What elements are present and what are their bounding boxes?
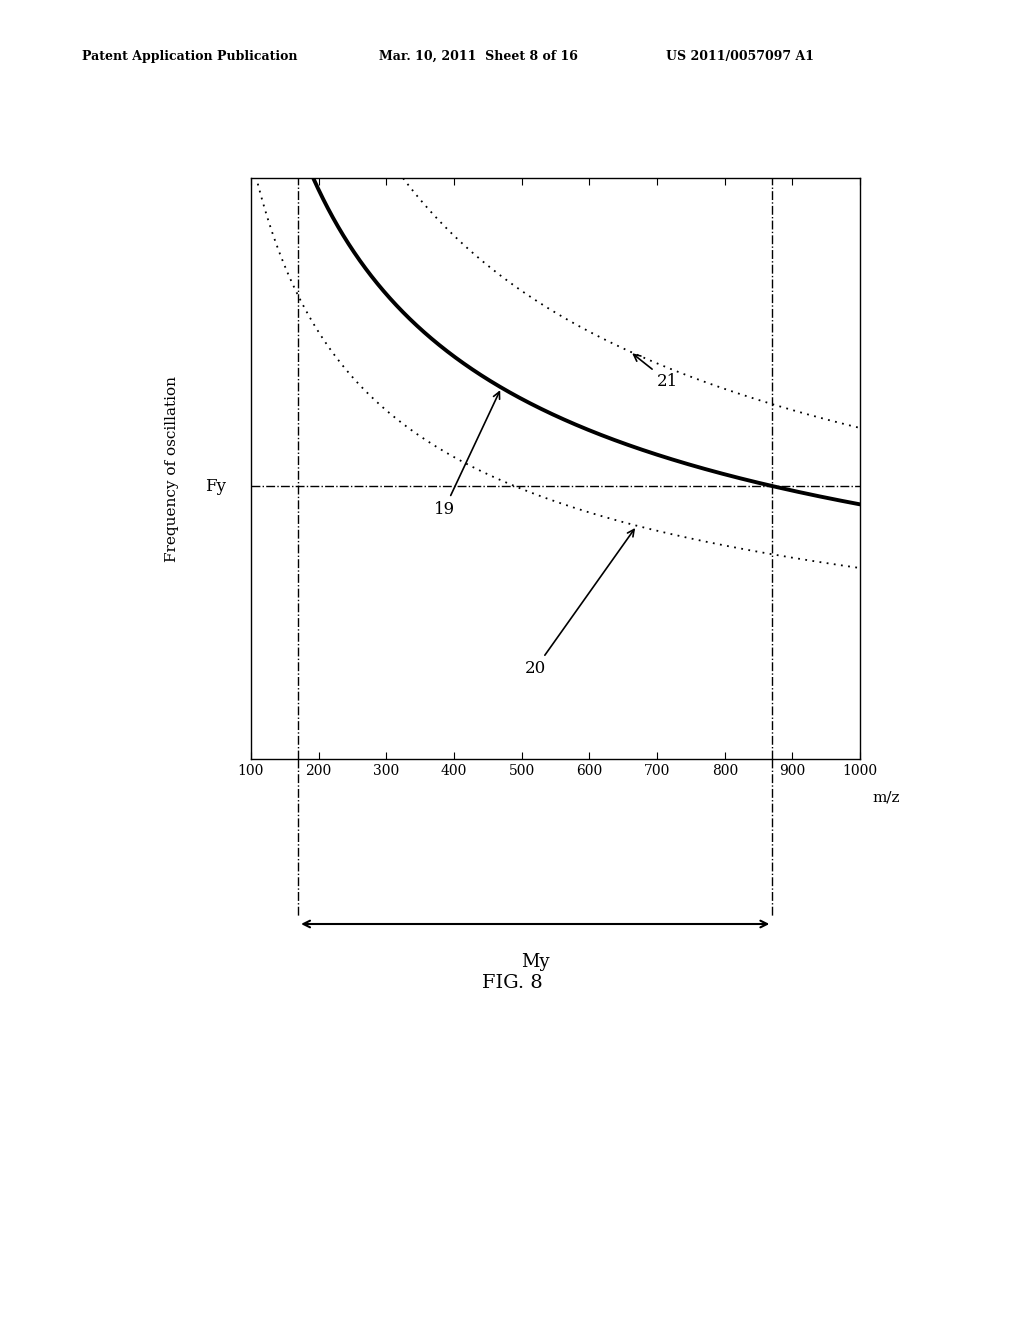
Text: Frequency of oscillation: Frequency of oscillation: [165, 376, 178, 561]
Text: Fy: Fy: [206, 478, 226, 495]
Text: Mar. 10, 2011  Sheet 8 of 16: Mar. 10, 2011 Sheet 8 of 16: [379, 50, 578, 63]
Text: 19: 19: [434, 392, 500, 517]
Text: Patent Application Publication: Patent Application Publication: [82, 50, 297, 63]
Text: My: My: [521, 953, 550, 972]
Text: FIG. 8: FIG. 8: [481, 974, 543, 993]
Text: 20: 20: [524, 529, 634, 677]
Text: m/z: m/z: [872, 791, 900, 805]
Text: 21: 21: [634, 355, 678, 389]
Text: US 2011/0057097 A1: US 2011/0057097 A1: [666, 50, 814, 63]
